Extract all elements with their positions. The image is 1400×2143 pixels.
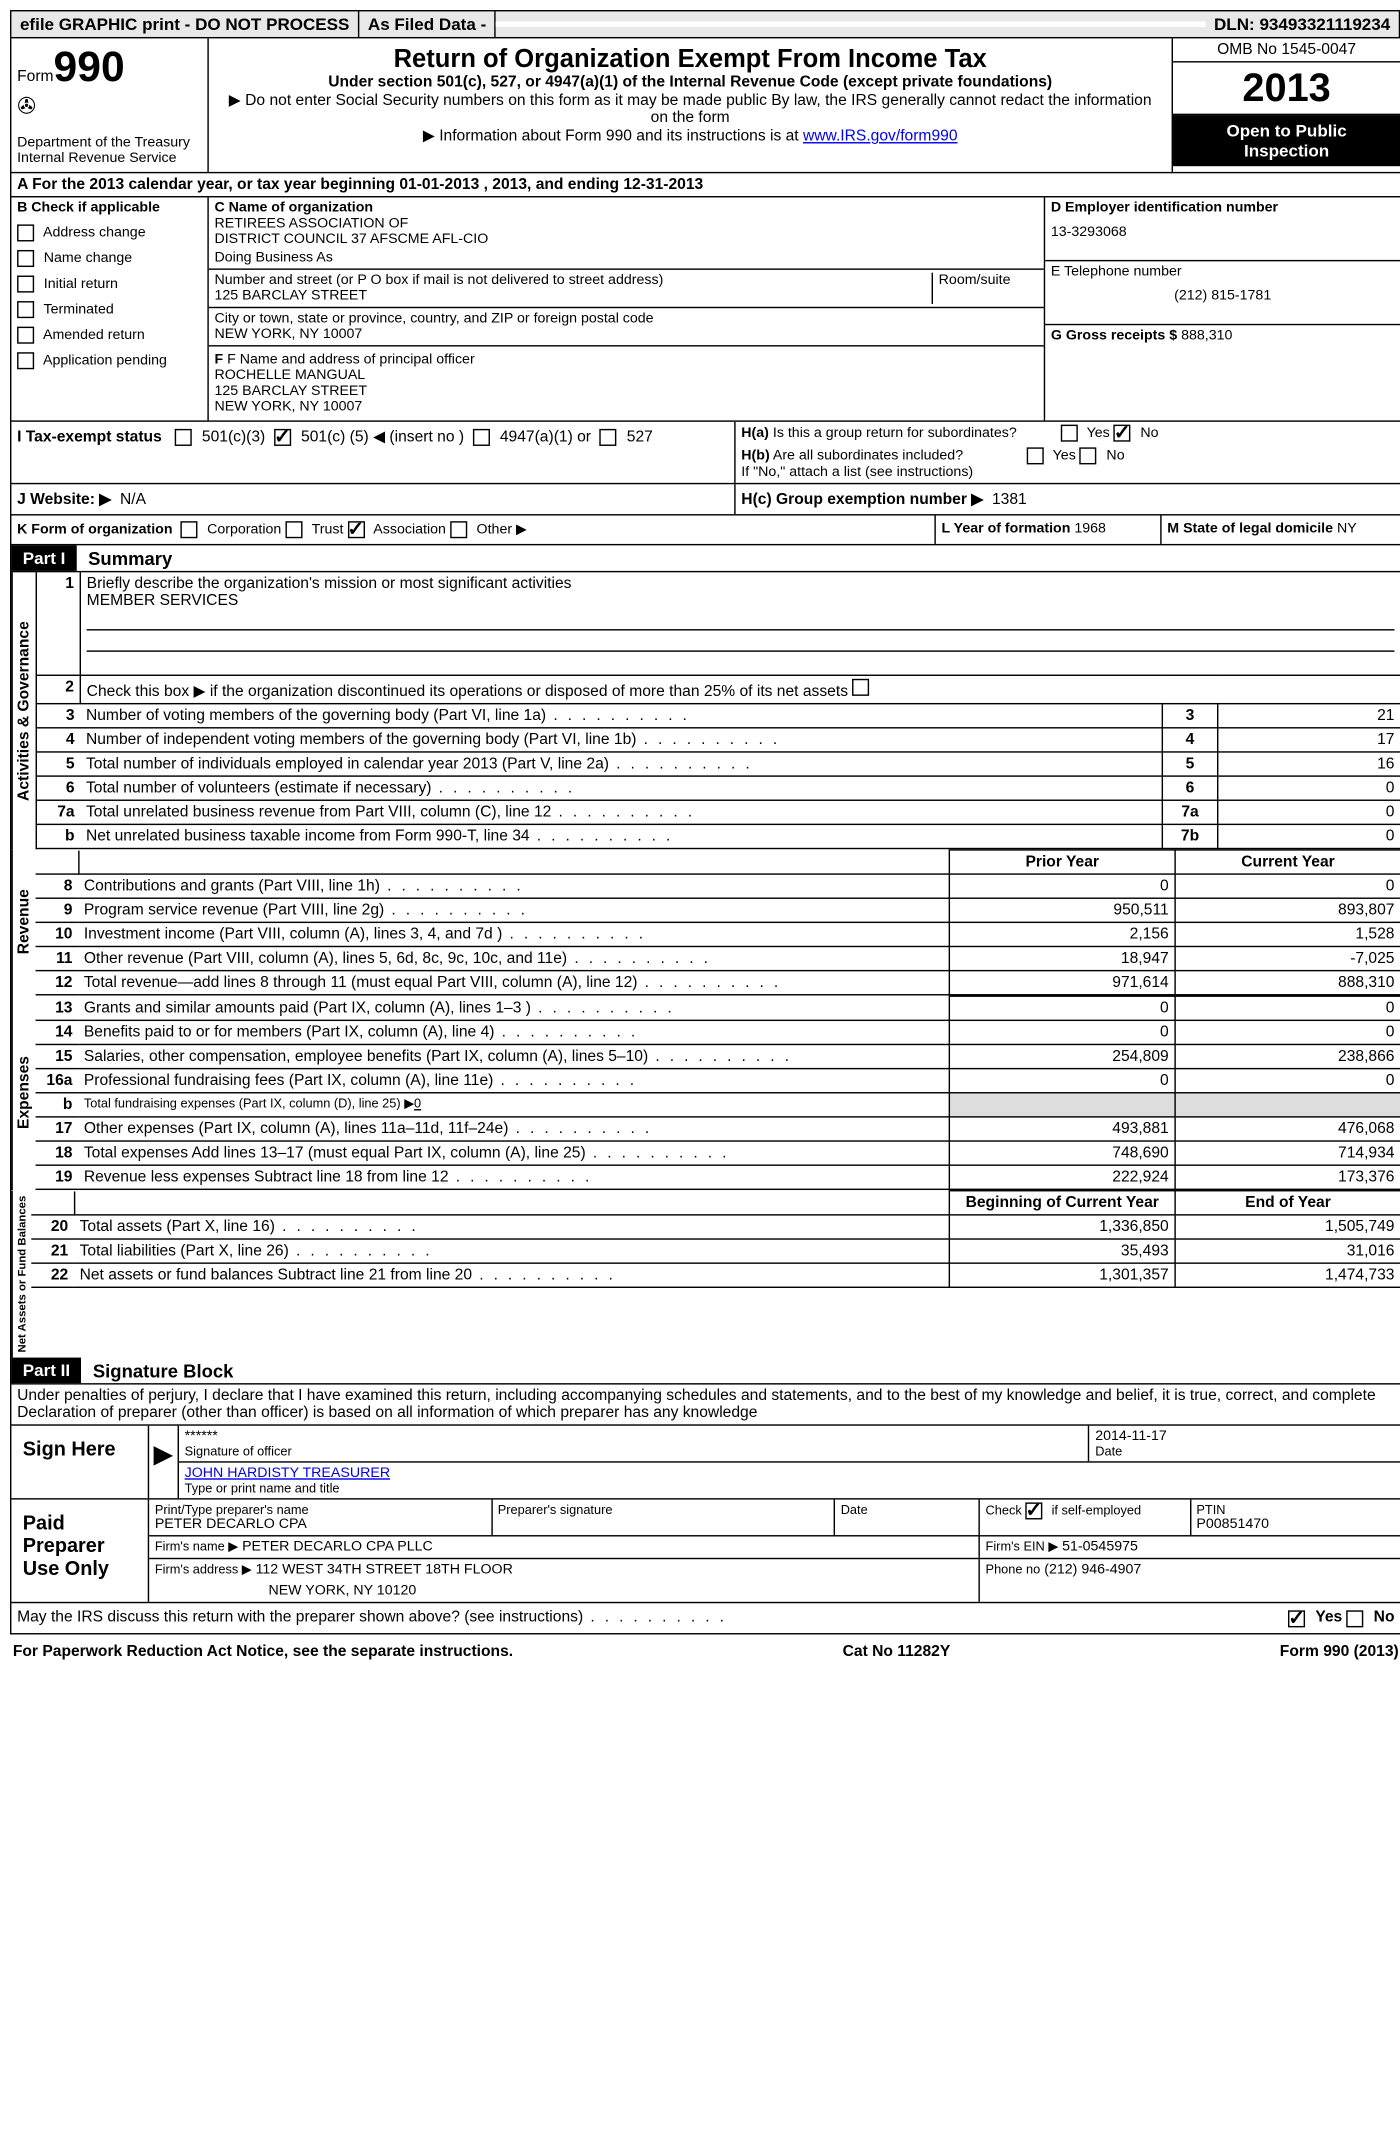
ha-yes[interactable] xyxy=(1060,425,1077,442)
hb-yes[interactable] xyxy=(1026,447,1043,464)
section-bcd: B Check if applicable Address change Nam… xyxy=(10,197,1400,421)
perjury-text: Under penalties of perjury, I declare th… xyxy=(10,1385,1400,1426)
discuss-row: May the IRS discuss this return with the… xyxy=(10,1604,1400,1634)
q2-checkbox[interactable] xyxy=(852,679,869,696)
other-checkbox[interactable] xyxy=(450,521,467,538)
check-address-change[interactable] xyxy=(17,224,34,241)
form-header: Form990 ✇ Department of the Treasury Int… xyxy=(10,38,1400,173)
part1-header: Part I Summary xyxy=(10,545,1400,572)
year-box: OMB No 1545-0047 2013 Open to PublicInsp… xyxy=(1172,38,1400,171)
check-terminated[interactable] xyxy=(17,301,34,318)
form-id-box: Form990 ✇ Department of the Treasury Int… xyxy=(11,38,208,171)
page-footer: For Paperwork Reduction Act Notice, see … xyxy=(10,1634,1400,1660)
col-c: C Name of organization RETIREES ASSOCIAT… xyxy=(209,197,1044,420)
hb-no[interactable] xyxy=(1080,447,1097,464)
discuss-no[interactable] xyxy=(1347,1610,1364,1627)
check-name-change[interactable] xyxy=(17,250,34,267)
section-a: A For the 2013 calendar year, or tax yea… xyxy=(10,173,1400,197)
form-org-label: K Form of organization xyxy=(17,522,172,538)
officer-name-link[interactable]: JOHN HARDISTY TREASURER xyxy=(185,1466,390,1482)
col-d: D Employer identification number 13-3293… xyxy=(1044,197,1400,420)
check-application-pending[interactable] xyxy=(17,352,34,369)
tax-exempt-label: I Tax-exempt status xyxy=(17,429,162,446)
vtab-expenses: Expenses xyxy=(11,995,35,1190)
check-amended-return[interactable] xyxy=(17,327,34,344)
501c-checkbox[interactable] xyxy=(274,429,291,446)
4947-checkbox[interactable] xyxy=(473,429,490,446)
vtab-revenue: Revenue xyxy=(11,849,35,995)
part2-header: Part II Signature Block xyxy=(10,1358,1400,1385)
sign-here-block: Sign Here ▶ ******Signature of officer 2… xyxy=(10,1426,1400,1500)
check-initial-return[interactable] xyxy=(17,276,34,293)
col-b: B Check if applicable Address change Nam… xyxy=(11,197,208,420)
ha-no[interactable] xyxy=(1114,425,1131,442)
irs-link[interactable]: www.IRS.gov/form990 xyxy=(803,128,958,145)
vtab-netassets: Net Assets or Fund Balances xyxy=(11,1190,31,1358)
assoc-checkbox[interactable] xyxy=(347,521,364,538)
501c3-checkbox[interactable] xyxy=(175,429,192,446)
527-checkbox[interactable] xyxy=(600,429,617,446)
corp-checkbox[interactable] xyxy=(180,521,197,538)
paid-preparer-block: Paid Preparer Use Only Print/Type prepar… xyxy=(10,1500,1400,1604)
vtab-activities: Activities & Governance xyxy=(11,572,35,849)
efile-label: efile GRAPHIC print - DO NOT PROCESS xyxy=(11,11,359,37)
dln-label: DLN: 93493321119234 xyxy=(1205,11,1400,37)
discuss-yes[interactable] xyxy=(1288,1610,1305,1627)
top-bar: efile GRAPHIC print - DO NOT PROCESS As … xyxy=(10,10,1400,38)
trust-checkbox[interactable] xyxy=(285,521,302,538)
self-emp-checkbox[interactable] xyxy=(1025,1503,1042,1520)
website-label: J Website: ▶ xyxy=(17,491,111,508)
form-title-box: Return of Organization Exempt From Incom… xyxy=(209,38,1172,171)
asfiled-label: As Filed Data - xyxy=(359,11,496,37)
